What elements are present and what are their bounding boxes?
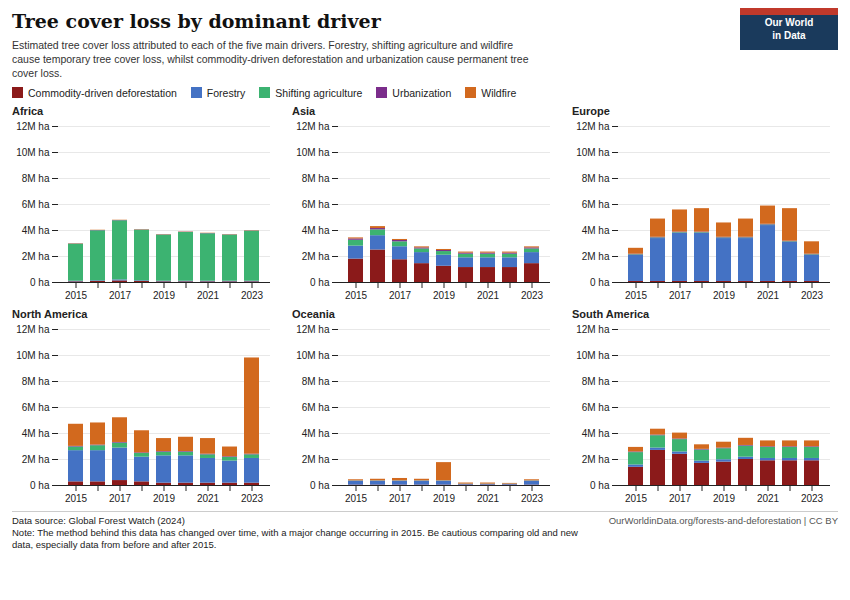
html-text:Oceania: Oceania xyxy=(292,307,335,320)
svg-text:2017: 2017 xyxy=(669,289,692,300)
svg-text:2015: 2015 xyxy=(65,492,88,503)
svg-text:2019: 2019 xyxy=(713,289,736,300)
html-text:Forestry: Forestry xyxy=(206,86,246,99)
svg-text:2019: 2019 xyxy=(713,492,736,503)
html-text:Shifting agriculture: Shifting agriculture xyxy=(275,86,363,99)
svg-text:12M ha: 12M ha xyxy=(576,120,610,131)
svg-text:2021: 2021 xyxy=(197,289,220,300)
html-text:South America: South America xyxy=(572,307,650,320)
svg-text:6M ha: 6M ha xyxy=(22,401,50,412)
svg-text:4M ha: 4M ha xyxy=(22,224,50,235)
svg-text:2017: 2017 xyxy=(389,492,412,503)
svg-text:2015: 2015 xyxy=(65,289,88,300)
svg-text:10M ha: 10M ha xyxy=(576,349,610,360)
html-text:Africa: Africa xyxy=(12,104,44,117)
svg-text:2019: 2019 xyxy=(153,492,176,503)
html-text:in Data: in Data xyxy=(772,29,806,41)
svg-text:2019: 2019 xyxy=(433,492,456,503)
svg-text:2017: 2017 xyxy=(109,492,132,503)
svg-text:2M ha: 2M ha xyxy=(22,453,50,464)
svg-text:2021: 2021 xyxy=(757,492,780,503)
svg-text:2021: 2021 xyxy=(477,492,500,503)
html-text:Note: The method behind this d: Note: The method behind this data has ch… xyxy=(12,526,578,551)
svg-text:2015: 2015 xyxy=(345,289,368,300)
html-text:Data source: Global Forest Wat: Data source: Global Forest Watch (2024) xyxy=(12,514,185,526)
svg-text:8M ha: 8M ha xyxy=(302,172,330,183)
svg-text:2019: 2019 xyxy=(433,289,456,300)
svg-text:12M ha: 12M ha xyxy=(16,120,50,131)
svg-text:2023: 2023 xyxy=(801,492,824,503)
html-text:OurWorldinData.org/forests-and: OurWorldinData.org/forests-and-deforesta… xyxy=(608,514,838,526)
svg-text:12M ha: 12M ha xyxy=(296,120,330,131)
svg-text:2M ha: 2M ha xyxy=(22,250,50,261)
svg-text:6M ha: 6M ha xyxy=(302,198,330,209)
svg-text:0 ha: 0 ha xyxy=(30,479,50,490)
svg-text:2021: 2021 xyxy=(197,492,220,503)
html-text:Our World: Our World xyxy=(764,17,814,28)
svg-text:4M ha: 4M ha xyxy=(302,224,330,235)
svg-text:2M ha: 2M ha xyxy=(302,453,330,464)
svg-text:10M ha: 10M ha xyxy=(16,349,50,360)
html-text:Europe: Europe xyxy=(572,104,610,117)
svg-text:12M ha: 12M ha xyxy=(576,323,610,334)
svg-text:0 ha: 0 ha xyxy=(590,276,610,287)
svg-text:0 ha: 0 ha xyxy=(30,276,50,287)
svg-text:2017: 2017 xyxy=(389,289,412,300)
html-text:Tree cover loss by dominant dr: Tree cover loss by dominant driver xyxy=(12,10,381,32)
svg-text:2M ha: 2M ha xyxy=(582,453,610,464)
svg-text:8M ha: 8M ha xyxy=(302,375,330,386)
svg-text:2M ha: 2M ha xyxy=(302,250,330,261)
svg-text:4M ha: 4M ha xyxy=(582,427,610,438)
svg-text:10M ha: 10M ha xyxy=(576,146,610,157)
html-text:Asia: Asia xyxy=(292,104,316,117)
svg-text:12M ha: 12M ha xyxy=(296,323,330,334)
svg-text:8M ha: 8M ha xyxy=(582,375,610,386)
html-text:Estimated tree cover loss attr: Estimated tree cover loss attributed to … xyxy=(12,39,529,80)
svg-text:6M ha: 6M ha xyxy=(302,401,330,412)
svg-text:8M ha: 8M ha xyxy=(582,172,610,183)
svg-text:6M ha: 6M ha xyxy=(582,401,610,412)
html-text:Commodity-driven deforestation: Commodity-driven deforestation xyxy=(28,86,177,99)
svg-text:2023: 2023 xyxy=(521,289,544,300)
svg-text:12M ha: 12M ha xyxy=(16,323,50,334)
html-text:North America: North America xyxy=(12,307,88,320)
svg-text:2015: 2015 xyxy=(345,492,368,503)
svg-text:2M ha: 2M ha xyxy=(582,250,610,261)
svg-text:8M ha: 8M ha xyxy=(22,172,50,183)
svg-text:2023: 2023 xyxy=(241,492,264,503)
svg-text:2015: 2015 xyxy=(625,492,648,503)
svg-text:6M ha: 6M ha xyxy=(582,198,610,209)
svg-text:4M ha: 4M ha xyxy=(582,224,610,235)
svg-text:2019: 2019 xyxy=(153,289,176,300)
svg-text:2021: 2021 xyxy=(477,289,500,300)
svg-text:0 ha: 0 ha xyxy=(310,479,330,490)
html-text:Wildfire: Wildfire xyxy=(481,86,517,99)
svg-text:6M ha: 6M ha xyxy=(22,198,50,209)
svg-text:2017: 2017 xyxy=(109,289,132,300)
svg-text:2023: 2023 xyxy=(801,289,824,300)
svg-text:10M ha: 10M ha xyxy=(296,349,330,360)
svg-text:10M ha: 10M ha xyxy=(296,146,330,157)
svg-text:10M ha: 10M ha xyxy=(16,146,50,157)
svg-text:0 ha: 0 ha xyxy=(310,276,330,287)
svg-text:4M ha: 4M ha xyxy=(302,427,330,438)
svg-text:2023: 2023 xyxy=(241,289,264,300)
svg-text:2015: 2015 xyxy=(625,289,648,300)
html-text:Urbanization: Urbanization xyxy=(392,86,452,99)
svg-text:8M ha: 8M ha xyxy=(22,375,50,386)
svg-text:0 ha: 0 ha xyxy=(590,479,610,490)
svg-text:2023: 2023 xyxy=(521,492,544,503)
svg-text:2021: 2021 xyxy=(757,289,780,300)
svg-text:2017: 2017 xyxy=(669,492,692,503)
svg-text:4M ha: 4M ha xyxy=(22,427,50,438)
